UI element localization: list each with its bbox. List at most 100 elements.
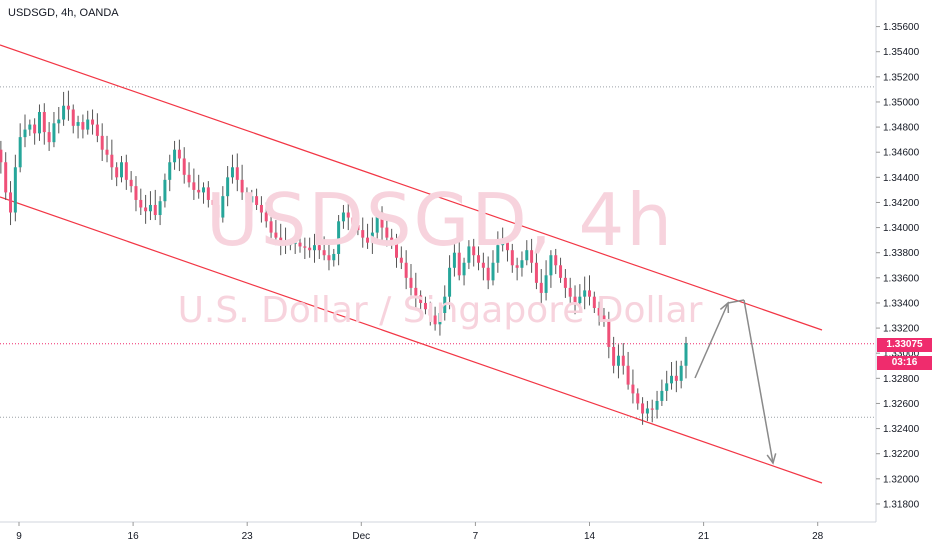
candle-body-140 <box>660 390 664 401</box>
y-tick-label-16: 1.32400 <box>883 424 920 435</box>
candle-body-123 <box>578 296 582 303</box>
candle-body-43 <box>192 182 196 190</box>
y-tick-label-3: 1.35000 <box>883 97 920 108</box>
candle-body-3 <box>0 149 3 163</box>
x-tick-label-6: 21 <box>698 531 710 542</box>
candle-body-20 <box>81 122 85 130</box>
candle-layer <box>0 90 688 425</box>
candle-8 <box>23 114 27 148</box>
candle-body-141 <box>665 383 669 391</box>
candle-82 <box>380 206 384 241</box>
candle-69 <box>317 232 321 259</box>
candle-49 <box>221 186 225 223</box>
candle-5 <box>9 181 13 226</box>
candle-body-112 <box>525 250 529 261</box>
last-price-tag: 1.33075 <box>877 338 932 352</box>
candle-body-102 <box>477 255 481 263</box>
candle-body-41 <box>182 158 186 175</box>
candle-body-19 <box>76 122 80 126</box>
candle-body-38 <box>168 162 172 180</box>
candle-134 <box>631 369 635 404</box>
candle-3 <box>0 140 3 174</box>
candle-body-91 <box>423 302 427 310</box>
candle-body-85 <box>395 243 399 258</box>
candle-body-95 <box>443 296 447 314</box>
candle-body-113 <box>530 250 534 263</box>
candle-body-47 <box>211 199 215 205</box>
candle-98 <box>457 237 461 281</box>
candle-body-96 <box>448 267 452 297</box>
candle-51 <box>230 154 234 184</box>
candle-59 <box>269 209 273 244</box>
candle-118 <box>554 248 558 275</box>
candle-68 <box>312 233 316 263</box>
candle-body-24 <box>100 135 104 150</box>
candle-body-49 <box>221 196 225 218</box>
candle-6 <box>13 154 17 222</box>
candle-16 <box>62 91 66 126</box>
candle-102 <box>477 246 481 271</box>
candle-body-89 <box>414 287 418 296</box>
axis-layer: 1.35600 1.35400 1.35200 1.35000 1.34800 1.346… <box>0 0 920 542</box>
y-tick-label-12: 1.33200 <box>883 324 920 335</box>
arrow-down-head <box>766 453 777 465</box>
candle-body-70 <box>322 250 326 256</box>
candle-body-61 <box>279 237 283 243</box>
candle-body-139 <box>655 400 659 410</box>
candle-body-56 <box>255 196 259 205</box>
candle-22 <box>91 109 95 135</box>
candle-body-106 <box>496 245 500 263</box>
candle-body-44 <box>197 189 201 193</box>
candle-body-42 <box>187 174 191 183</box>
candle-145 <box>684 336 688 379</box>
candle-body-131 <box>616 355 620 366</box>
candle-body-142 <box>670 375 674 384</box>
candle-body-74 <box>341 212 345 222</box>
candle-116 <box>544 260 548 301</box>
candle-body-98 <box>457 252 461 276</box>
y-tick-label-1: 1.35400 <box>883 47 920 58</box>
candle-139 <box>655 390 659 419</box>
x-tick-label-2: 23 <box>242 531 254 542</box>
candle-32 <box>139 188 143 216</box>
candle-body-120 <box>563 277 567 288</box>
candle-4 <box>4 152 8 200</box>
candle-70 <box>322 236 326 261</box>
candle-79 <box>366 223 370 249</box>
candle-113 <box>530 238 534 273</box>
candle-80 <box>370 217 374 254</box>
candle-body-32 <box>139 199 143 208</box>
candle-body-80 <box>370 232 374 243</box>
candle-body-73 <box>337 221 341 254</box>
candle-48 <box>216 196 220 227</box>
candle-97 <box>452 238 456 277</box>
candle-body-15 <box>57 119 61 124</box>
candle-body-16 <box>62 105 66 120</box>
candle-body-65 <box>298 242 302 247</box>
y-tick-label-7: 1.34200 <box>883 198 920 209</box>
candle-body-110 <box>515 265 519 268</box>
candle-body-21 <box>86 119 90 130</box>
candle-74 <box>341 204 345 229</box>
candle-15 <box>57 106 61 134</box>
candle-body-64 <box>293 242 297 244</box>
y-tick-label-19: 1.31800 <box>883 499 920 510</box>
candle-101 <box>472 238 476 267</box>
candle-body-82 <box>380 212 384 228</box>
candle-body-75 <box>346 212 350 218</box>
candle-body-26 <box>110 154 114 168</box>
candle-7 <box>18 123 22 173</box>
candle-27 <box>115 162 119 187</box>
candle-83 <box>385 220 389 247</box>
candle-33 <box>144 194 148 224</box>
candle-body-54 <box>245 192 249 203</box>
candle-body-63 <box>288 243 292 246</box>
candle-40 <box>177 139 181 172</box>
candle-87 <box>404 250 408 290</box>
candle-129 <box>607 311 611 359</box>
candle-body-111 <box>520 260 524 268</box>
candle-85 <box>395 233 399 268</box>
x-tick-label-5: 14 <box>584 531 596 542</box>
